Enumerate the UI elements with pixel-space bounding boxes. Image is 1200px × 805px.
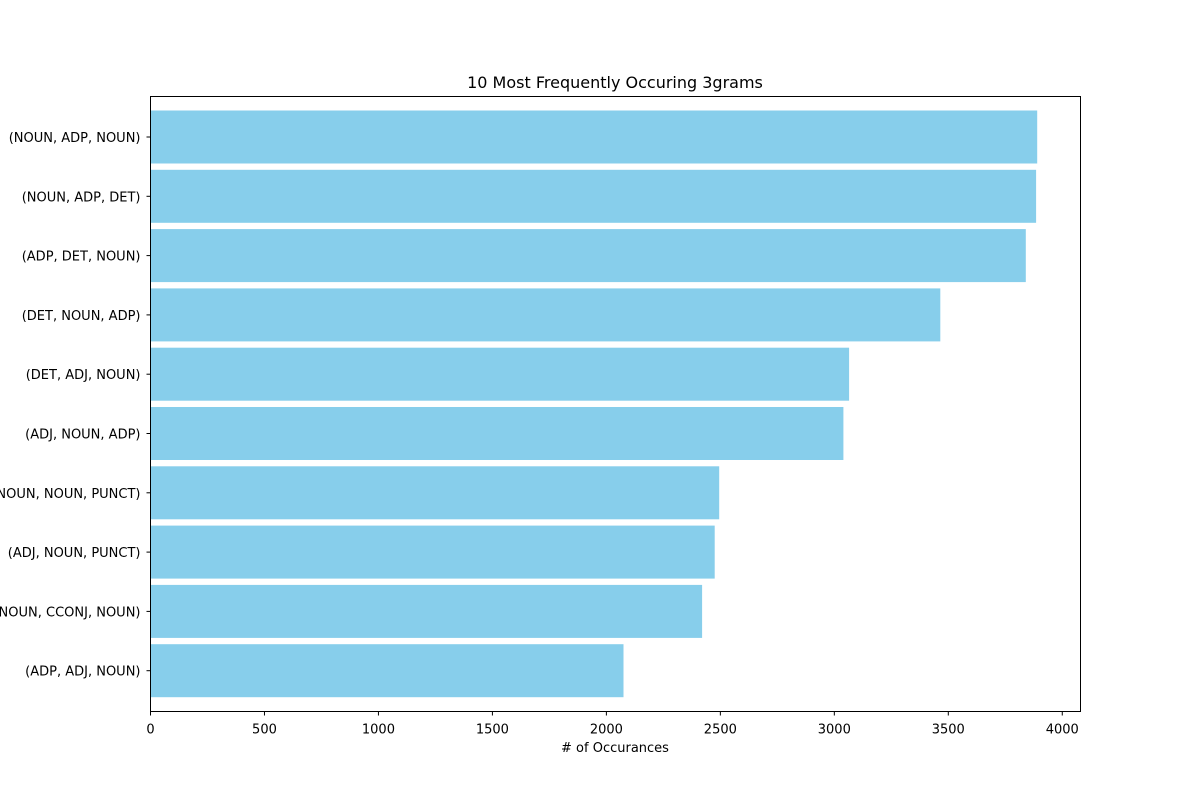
- chart-title: 10 Most Frequently Occuring 3grams: [467, 73, 763, 92]
- y-tick-label: (NOUN, ADP, DET): [22, 190, 141, 205]
- x-tick-label: 2000: [590, 723, 623, 738]
- y-tick-label: (DET, ADJ, NOUN): [26, 368, 141, 383]
- x-tick-label: 1500: [476, 723, 509, 738]
- x-tick-label: 3500: [932, 723, 965, 738]
- x-tick-label: 1000: [362, 723, 395, 738]
- bar: [150, 288, 941, 342]
- y-tick-label: (ADP, ADJ, NOUN): [25, 665, 140, 680]
- x-tick-label: 2500: [704, 723, 737, 738]
- bar: [150, 466, 720, 520]
- y-axis-ticks: (NOUN, ADP, NOUN) (NOUN, ADP, DET) (ADP, D…: [0, 131, 151, 680]
- x-axis-label: # of Occurances: [561, 741, 669, 756]
- y-tick-label: (ADP, DET, NOUN): [22, 250, 141, 265]
- y-tick-label: (NOUN, CCONJ, NOUN): [0, 605, 141, 620]
- x-tick-label: 500: [252, 723, 277, 738]
- bar: [150, 110, 1038, 164]
- bars-layer: [150, 110, 1038, 698]
- x-tick-label: 0: [146, 723, 154, 738]
- bar: [150, 644, 624, 698]
- x-tick-label: 4000: [1046, 723, 1079, 738]
- x-axis-ticks: 0 500 1000 1500 2000 2500 3000 3500 4000: [146, 711, 1079, 738]
- bar: [150, 169, 1037, 223]
- y-tick-label: (NOUN, NOUN, PUNCT): [0, 487, 141, 502]
- y-tick-label: (NOUN, ADP, NOUN): [9, 131, 141, 146]
- plot-area-frame: [150, 96, 1081, 712]
- y-tick-label: (ADJ, NOUN, PUNCT): [8, 546, 141, 561]
- x-tick-label: 3000: [818, 723, 851, 738]
- y-tick-label: (DET, NOUN, ADP): [22, 309, 141, 324]
- bar: [150, 584, 703, 638]
- bar: [150, 525, 715, 579]
- bar: [150, 347, 850, 401]
- bar: [150, 407, 844, 460]
- y-tick-label: (ADJ, NOUN, ADP): [25, 428, 140, 443]
- bar: [150, 229, 1026, 283]
